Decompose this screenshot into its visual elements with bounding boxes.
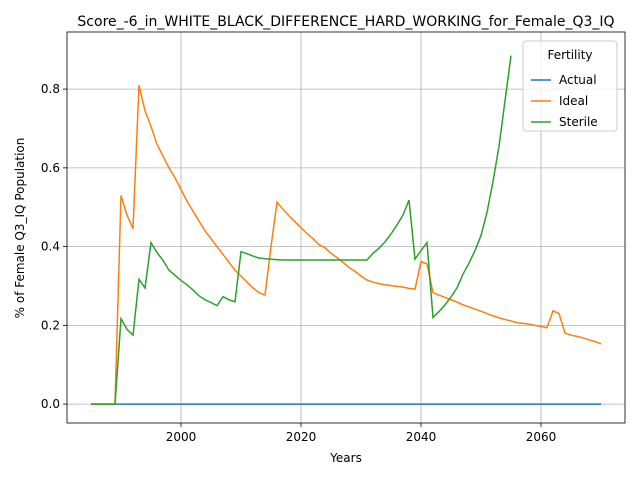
legend-label: Ideal — [559, 94, 588, 108]
line-series — [91, 55, 512, 405]
chart-title: Score_-6_in_WHITE_BLACK_DIFFERENCE_HARD_… — [77, 14, 614, 30]
x-axis-label: Years — [329, 451, 362, 465]
x-tick-label: 2000 — [166, 430, 197, 444]
x-tick-label: 2020 — [286, 430, 317, 444]
legend-label: Sterile — [559, 115, 598, 129]
y-tick-label: 0.4 — [41, 240, 60, 254]
legend-label: Actual — [559, 73, 597, 87]
y-tick-label: 0.6 — [41, 161, 60, 175]
y-tick-label: 0.2 — [41, 318, 60, 332]
y-tick-label: 0.0 — [41, 397, 60, 411]
x-tick-label: 2060 — [526, 430, 557, 444]
line-series — [91, 84, 602, 405]
y-axis-label: % of Female Q3_IQ Population — [13, 138, 27, 319]
legend-box — [522, 40, 618, 132]
plot-frame — [66, 31, 626, 424]
y-tick-label: 0.8 — [41, 82, 60, 96]
x-tick-label: 2040 — [406, 430, 437, 444]
legend-title: Fertility — [547, 48, 592, 62]
